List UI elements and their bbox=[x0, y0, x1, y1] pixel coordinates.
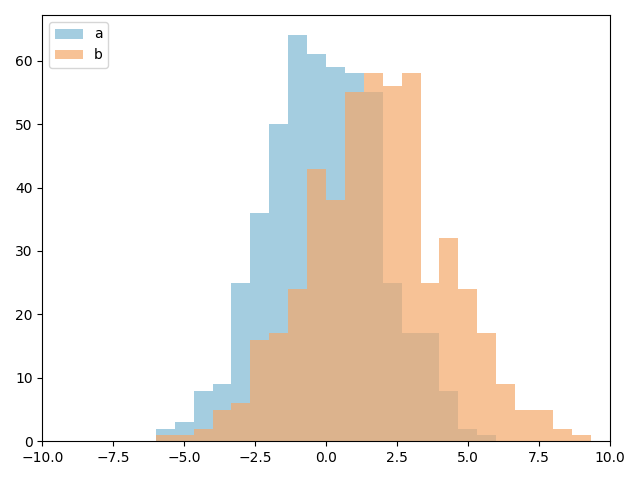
Bar bbox=[269, 124, 288, 441]
Bar bbox=[194, 391, 212, 441]
Bar bbox=[212, 409, 232, 441]
Bar bbox=[496, 384, 515, 441]
Bar bbox=[250, 340, 269, 441]
Bar bbox=[250, 213, 269, 441]
Bar bbox=[477, 435, 496, 441]
Bar bbox=[364, 73, 383, 441]
Bar bbox=[345, 92, 364, 441]
Bar bbox=[383, 86, 402, 441]
Bar bbox=[326, 200, 345, 441]
Bar bbox=[572, 435, 591, 441]
Bar bbox=[458, 429, 477, 441]
Bar bbox=[156, 429, 175, 441]
Legend: a, b: a, b bbox=[49, 22, 108, 68]
Bar bbox=[534, 409, 553, 441]
Bar bbox=[383, 283, 402, 441]
Bar bbox=[269, 334, 288, 441]
Bar bbox=[420, 334, 440, 441]
Bar bbox=[458, 289, 477, 441]
Bar bbox=[440, 238, 458, 441]
Bar bbox=[175, 435, 194, 441]
Bar bbox=[194, 429, 212, 441]
Bar bbox=[307, 168, 326, 441]
Bar bbox=[288, 289, 307, 441]
Bar bbox=[212, 384, 232, 441]
Bar bbox=[156, 435, 175, 441]
Bar bbox=[288, 36, 307, 441]
Bar bbox=[477, 334, 496, 441]
Bar bbox=[175, 422, 194, 441]
Bar bbox=[326, 67, 345, 441]
Bar bbox=[440, 391, 458, 441]
Bar bbox=[402, 334, 420, 441]
Bar bbox=[515, 409, 534, 441]
Bar bbox=[420, 283, 440, 441]
Bar bbox=[307, 54, 326, 441]
Bar bbox=[232, 403, 250, 441]
Bar bbox=[364, 92, 383, 441]
Bar bbox=[345, 73, 364, 441]
Bar bbox=[553, 429, 572, 441]
Bar bbox=[402, 73, 420, 441]
Bar bbox=[232, 283, 250, 441]
